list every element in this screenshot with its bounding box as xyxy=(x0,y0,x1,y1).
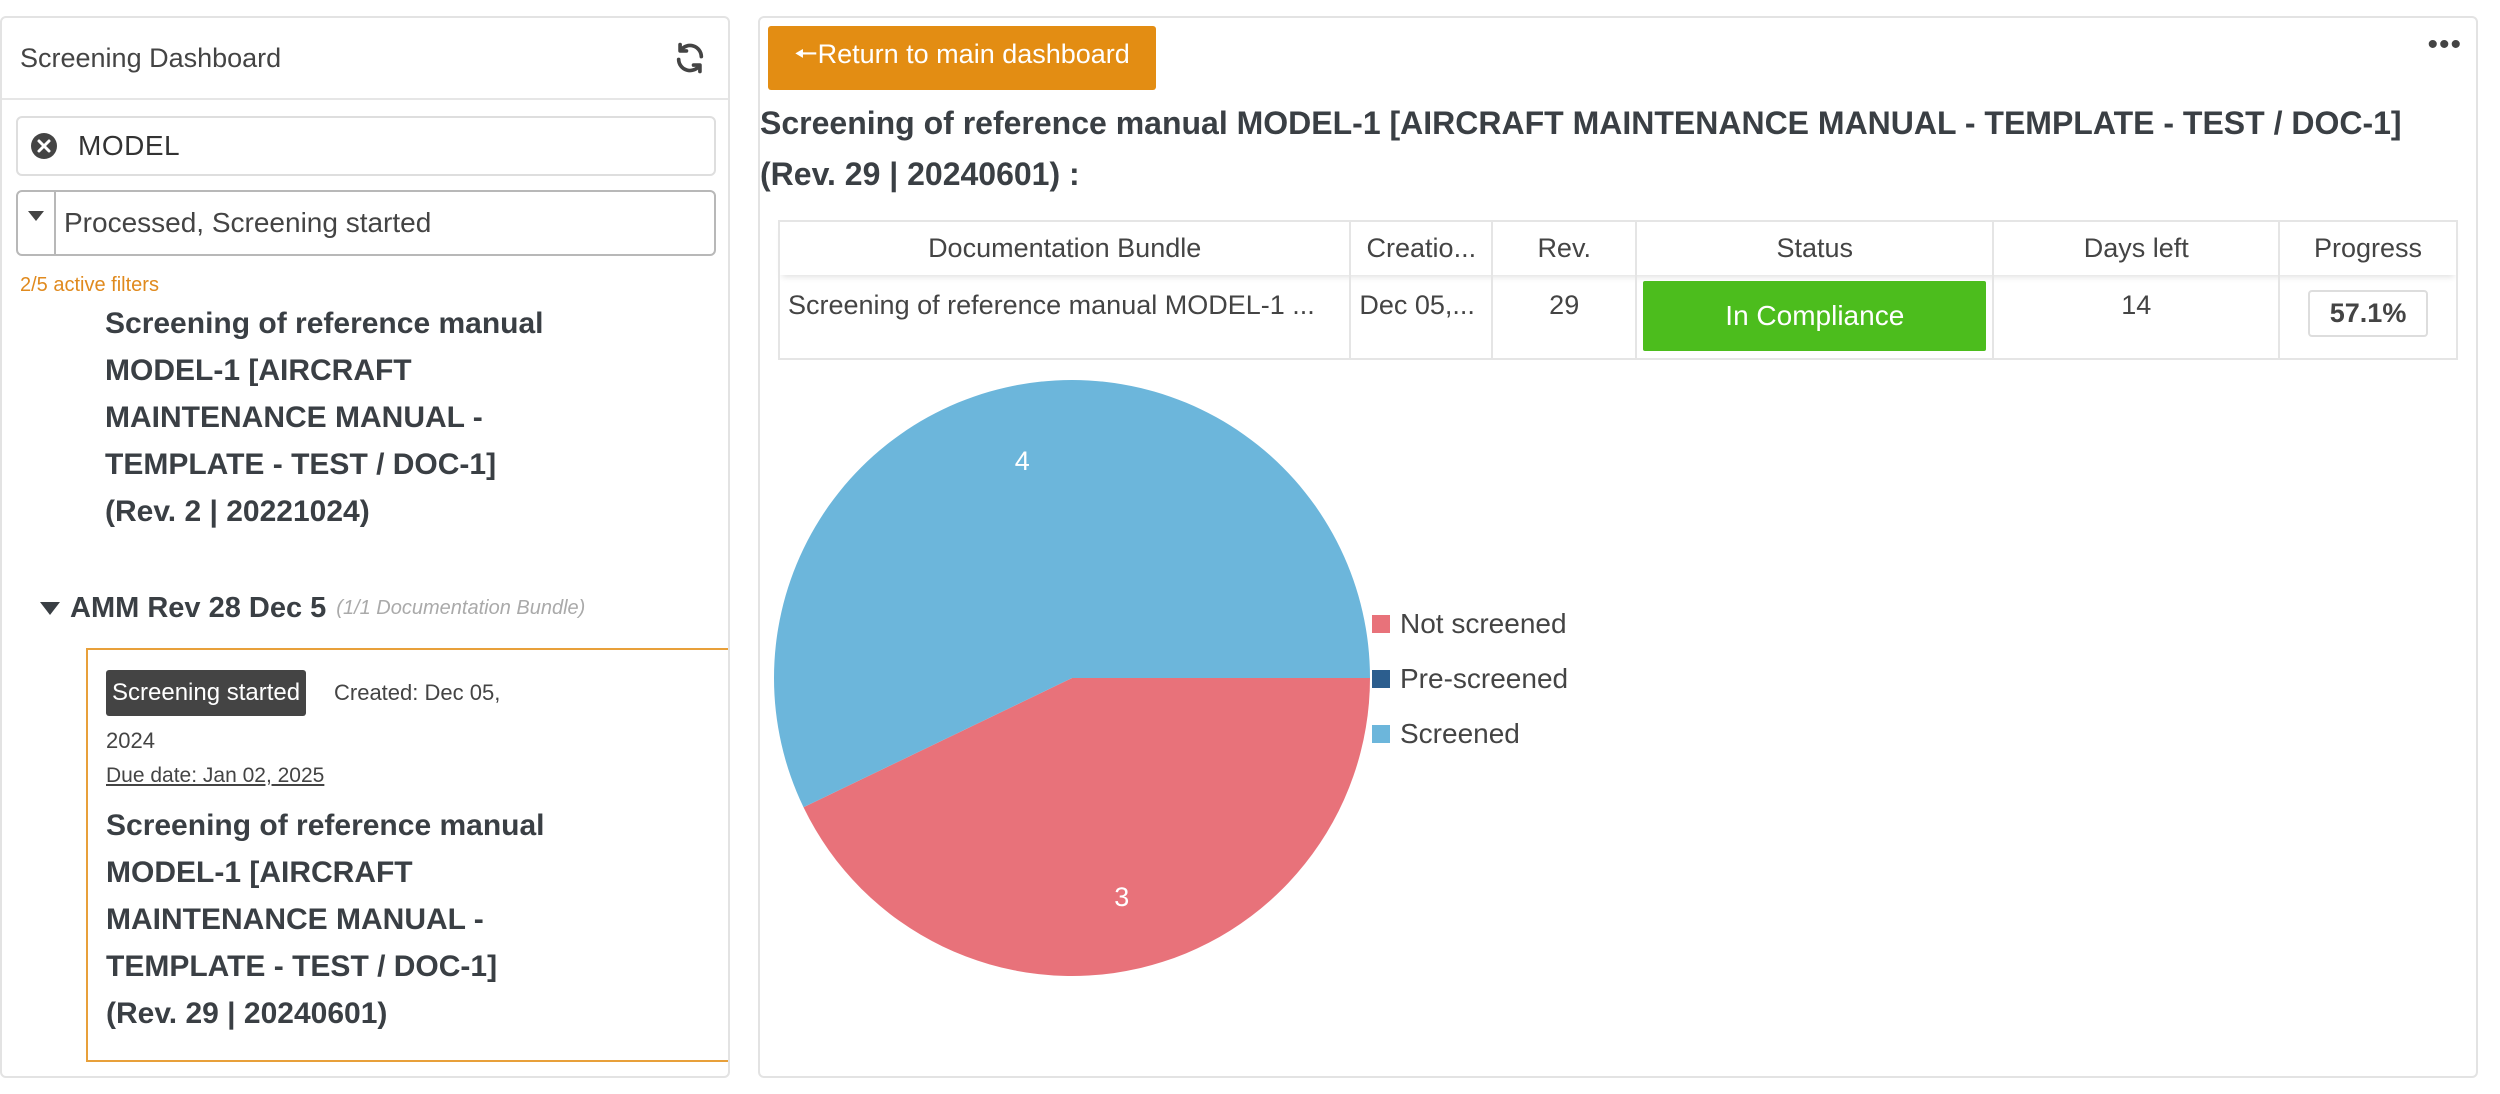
legend-item[interactable]: Screened xyxy=(1372,706,1568,761)
legend-item[interactable]: Pre-screened xyxy=(1372,651,1568,706)
created-date: Created: Dec 05, xyxy=(334,680,501,705)
created-year: 2024 xyxy=(106,728,155,753)
caret-down-icon[interactable] xyxy=(40,602,60,615)
legend-label: Not screened xyxy=(1400,607,1567,639)
card-title-line: (Rev. 29 | 20240601) xyxy=(106,997,388,1030)
column-header-days-left[interactable]: Days left xyxy=(1993,221,2281,275)
tree-item-title-line: Screening of reference manual xyxy=(105,307,544,340)
pie-svg: 34 xyxy=(774,380,1370,976)
tree-item-title-line: TEMPLATE - TEST / DOC-1] xyxy=(105,448,497,481)
page-title: Screening of reference manual MODEL-1 [A… xyxy=(760,98,2460,200)
tree-item-title-line: (Rev. 2 | 20221024) xyxy=(105,495,370,528)
table-header-row: Documentation Bundle Creatio... Rev. Sta… xyxy=(779,221,2458,275)
pie-data-label: 3 xyxy=(1114,882,1129,912)
card-title-line: Screening of reference manual xyxy=(106,809,545,842)
sidebar-panel: Screening Dashboard MODEL Processed, Scr… xyxy=(0,16,730,1078)
pie-slice-not-screened[interactable] xyxy=(803,678,1370,976)
cell-rev: 29 xyxy=(1492,275,1638,359)
more-options-icon[interactable]: ••• xyxy=(2427,28,2462,61)
legend-label: Screened xyxy=(1400,717,1520,749)
column-header-progress[interactable]: Progress xyxy=(2279,221,2458,275)
tree-item-rev2[interactable]: Screening of reference manual MODEL-1 [A… xyxy=(105,300,625,535)
bundle-card-selected[interactable]: Screening started Created: Dec 05, 2024 … xyxy=(86,648,728,1062)
chevron-down-icon[interactable] xyxy=(18,192,56,254)
bundle-table: Documentation Bundle Creatio... Rev. Sta… xyxy=(778,220,2458,360)
group-count: (1/1 Documentation Bundle) xyxy=(336,597,586,619)
sidebar-header: Screening Dashboard xyxy=(2,18,728,100)
legend-swatch xyxy=(1372,669,1390,688)
progress-value: 57.1% xyxy=(2307,290,2429,337)
pie-slice-screened[interactable] xyxy=(774,380,1370,808)
cell-days-left: 14 xyxy=(1993,275,2281,359)
page-title-line: (Rev. 29 | 20240601) : xyxy=(760,156,1080,192)
return-to-dashboard-button[interactable]: 🠔Return to main dashboard xyxy=(768,26,1156,90)
legend-swatch xyxy=(1372,614,1390,633)
tree-item-title-line: MODEL-1 [AIRCRAFT xyxy=(105,354,412,387)
page-title-line: Screening of reference manual MODEL-1 [A… xyxy=(760,105,2402,141)
column-header-status[interactable]: Status xyxy=(1636,221,1995,275)
sidebar-title: Screening Dashboard xyxy=(20,42,282,73)
search-value: MODEL xyxy=(78,130,181,161)
active-filters-count: 2/5 active filters xyxy=(20,274,159,296)
refresh-icon[interactable] xyxy=(670,38,710,78)
cell-bundle: Screening of reference manual MODEL-1 ..… xyxy=(779,275,1352,359)
tree-item-title-line: MAINTENANCE MANUAL - xyxy=(105,401,483,434)
main-panel: 🠔Return to main dashboard ••• Screening … xyxy=(758,16,2478,1078)
pie-data-label: 4 xyxy=(1015,446,1030,476)
cell-progress: 57.1% xyxy=(2279,275,2458,359)
group-amm-rev28[interactable]: AMM Rev 28 Dec 5 (1/1 Documentation Bund… xyxy=(40,592,585,625)
card-title-line: TEMPLATE - TEST / DOC-1] xyxy=(106,950,498,983)
table-row[interactable]: Screening of reference manual MODEL-1 ..… xyxy=(779,275,2458,359)
column-header-creation[interactable]: Creatio... xyxy=(1350,221,1494,275)
cell-created: Dec 05,... xyxy=(1350,275,1494,359)
column-header-bundle[interactable]: Documentation Bundle xyxy=(779,221,1352,275)
clear-search-icon[interactable] xyxy=(28,130,60,162)
legend-item[interactable]: Not screened xyxy=(1372,596,1568,651)
legend-swatch xyxy=(1372,724,1390,743)
due-date: Due date: Jan 02, 2025 xyxy=(106,764,325,787)
legend-label: Pre-screened xyxy=(1400,662,1569,694)
filter-value: Processed, Screening started xyxy=(64,207,432,238)
cell-status: In Compliance xyxy=(1636,275,1995,359)
chart-legend: Not screened Pre-screened Screened xyxy=(1372,596,1568,761)
search-input[interactable]: MODEL xyxy=(16,116,716,176)
status-filter-select[interactable]: Processed, Screening started xyxy=(16,190,716,256)
card-title-line: MAINTENANCE MANUAL - xyxy=(106,903,484,936)
group-label: AMM Rev 28 Dec 5 xyxy=(70,592,327,624)
status-badge: In Compliance xyxy=(1643,281,1987,351)
card-title-line: MODEL-1 [AIRCRAFT xyxy=(106,856,413,889)
status-chip: Screening started xyxy=(106,670,307,716)
card-title: Screening of reference manual MODEL-1 [A… xyxy=(106,802,626,1037)
column-header-rev[interactable]: Rev. xyxy=(1492,221,1638,275)
